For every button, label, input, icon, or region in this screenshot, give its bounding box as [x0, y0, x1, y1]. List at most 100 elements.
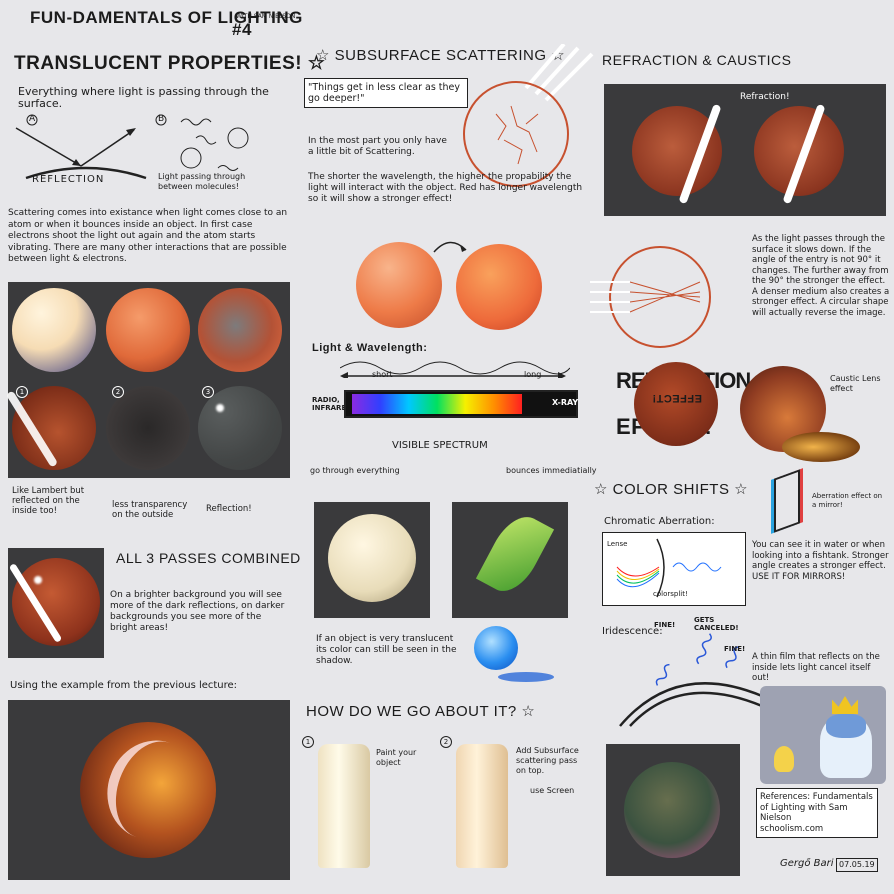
- how-heading: HOW DO WE GO ABOUT IT? ☆: [306, 703, 536, 720]
- colorsplit-label: colorsplit!: [653, 590, 688, 598]
- aberration-note: Aberration effect on a mirror!: [812, 492, 883, 509]
- subsurface-heading: ☆ SUBSURFACE SCATTERING ☆: [316, 47, 566, 64]
- leaf-icon: [475, 507, 555, 601]
- sphere-refraction-2: [754, 106, 844, 196]
- scatter-text: Scattering comes into existance when lig…: [8, 208, 288, 264]
- sphere-pass-3: [198, 386, 282, 470]
- title-with: WITH SAM NIELSON: [236, 13, 296, 20]
- reflection-label: REFLECTION: [32, 174, 105, 185]
- ice-king-panel: [760, 686, 886, 784]
- star-icon: ☆: [551, 47, 566, 64]
- label-b: B: [158, 114, 165, 124]
- passing-note: Light passing through between molecules!: [158, 172, 246, 191]
- film-diagram: [619, 633, 763, 727]
- title-text: FUN-DAMENTALS OF LIGHTING: [30, 8, 303, 27]
- right-note: bounces immediatially: [506, 466, 597, 475]
- see-text: You can see it in water or when looking …: [752, 540, 889, 582]
- prism-icon: [616, 538, 722, 598]
- sphere-plain: [356, 242, 442, 328]
- refraction-text: As the light passes through the surface …: [752, 234, 890, 318]
- date-badge: 07.05.19: [836, 858, 878, 872]
- sphere-scatter: [198, 288, 282, 372]
- star-icon: ☆: [734, 481, 749, 498]
- long-label: long: [524, 370, 542, 379]
- lens-label: Lense: [607, 540, 628, 548]
- step1-number: 1: [302, 736, 314, 748]
- blue-shadow: [498, 672, 554, 682]
- label-a: A: [29, 114, 36, 124]
- crown-icon: [832, 696, 858, 714]
- mirror-word: EFFECT!: [652, 392, 702, 404]
- step2-text: Add Subsurface scattering pass on top.: [516, 746, 579, 775]
- wave-icon: [340, 361, 570, 378]
- signature: Gergő Bari: [780, 858, 834, 869]
- refraction-diagram: [590, 246, 711, 348]
- star-icon: ☆: [316, 47, 330, 64]
- row-number-3: 3: [202, 386, 214, 398]
- translucent-note: If an object is very translucent its col…: [316, 634, 457, 666]
- caption-1: Like Lambert but reflected on the inside…: [12, 486, 85, 516]
- combined-spec: [34, 576, 42, 584]
- combined-panel: [8, 548, 104, 658]
- visible-label: VISIBLE SPECTRUM: [392, 440, 488, 451]
- scatter-diagram: [463, 44, 594, 187]
- caption-3: Reflection!: [206, 504, 252, 514]
- star-icon: ☆: [307, 53, 326, 74]
- refraction-heading: REFRACTION & CAUSTICS: [602, 52, 792, 68]
- film-text: A thin film that reflects on the inside …: [752, 652, 880, 683]
- page-title: FUN-DAMENTALS OF LIGHTING: [30, 8, 303, 28]
- star-icon: ☆: [594, 481, 608, 498]
- sphere-example: [80, 722, 216, 858]
- caption-2: less transparency on the outside: [112, 500, 188, 520]
- visible-spectrum: [352, 394, 522, 414]
- xray-label: X-RAY: [552, 398, 579, 407]
- bubble-panel: [606, 744, 740, 876]
- iridescence-label: Iridescence:: [602, 626, 663, 637]
- references-text: References: Fundamentals of Lighting wit…: [760, 792, 873, 823]
- combined-heading: ALL 3 PASSES COMBINED: [116, 550, 301, 566]
- light-rays-icon: [524, 44, 594, 102]
- candle-1: [318, 744, 370, 868]
- example-panel: [8, 700, 290, 880]
- fine-label-1: FINE!: [654, 621, 676, 629]
- refraction-panel: Refraction!: [604, 84, 886, 216]
- reflection-lines-icon: [15, 114, 147, 180]
- step2-number: 2: [440, 736, 452, 748]
- chromatic-label: Chromatic Aberration:: [604, 516, 715, 527]
- sphere-bubble: [624, 762, 720, 858]
- radio-label: RADIO, INFRARED: [312, 396, 353, 412]
- caustic-label: Caustic Lens effect: [830, 374, 881, 393]
- row-number-1: 1: [16, 386, 28, 398]
- row-number-2: 2: [112, 386, 124, 398]
- sphere-refraction-word: [634, 362, 718, 446]
- example-text: Using the example from the previous lect…: [10, 680, 238, 691]
- color-shifts-heading: ☆ COLOR SHIFTS ☆: [594, 481, 749, 498]
- leaf-panel: [452, 502, 568, 618]
- references-box: References: Fundamentals of Lighting wit…: [756, 788, 878, 838]
- combined-text: On a brighter background you will see mo…: [110, 590, 285, 633]
- arrow-icon: [433, 241, 467, 253]
- left-note: go through everything: [310, 466, 400, 475]
- candle-2: [456, 744, 508, 868]
- step1-text: Paint your object: [376, 748, 417, 767]
- subsurface-p1: In the most part you only have a little …: [308, 136, 447, 157]
- sphere-orange: [106, 288, 190, 372]
- sphere-ice-cream: [328, 514, 416, 602]
- title-number: #4: [232, 20, 252, 39]
- sphere-subsurface: [456, 244, 542, 330]
- chromatic-box: Lense colorsplit!: [602, 532, 746, 606]
- wavelength-title: Light & Wavelength:: [312, 342, 428, 354]
- spec-3: [216, 404, 224, 412]
- sphere-pass-2: [106, 386, 190, 470]
- subsurface-p2: The shorter the wavelength, the higher t…: [308, 172, 583, 204]
- ice-cream-panel: [314, 502, 430, 618]
- star-icon: ☆: [521, 703, 536, 720]
- translucent-heading: TRANSLUCENT PROPERTIES! ☆: [14, 53, 326, 74]
- fine-label-2: FINE!: [724, 645, 746, 653]
- site-text: schoolism.com: [760, 823, 824, 834]
- sphere-grid-panel: 1 2 3: [5, 282, 290, 478]
- spectrum-bar: [344, 390, 578, 418]
- mirror-icon: [774, 469, 800, 533]
- gunter-icon: [774, 746, 794, 772]
- step2b-text: use Screen: [530, 786, 575, 795]
